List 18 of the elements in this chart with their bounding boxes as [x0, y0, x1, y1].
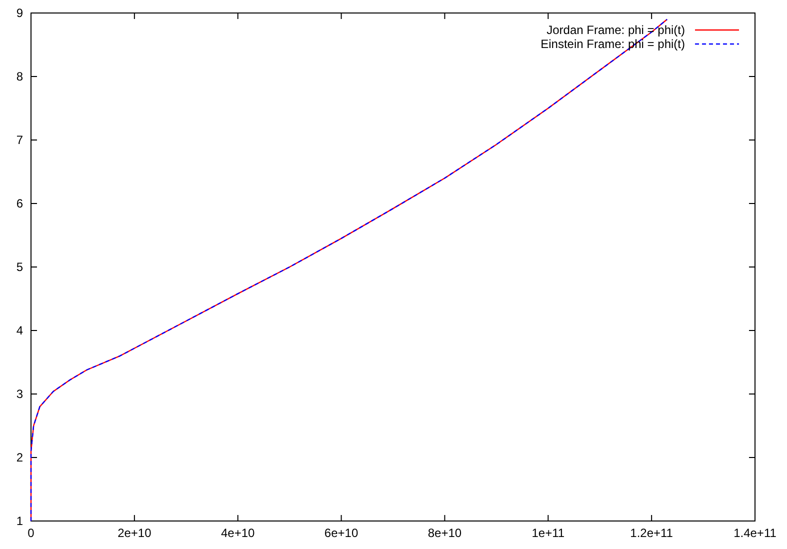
- y-tick-label: 9: [16, 6, 24, 20]
- y-tick-label: 8: [16, 70, 24, 84]
- x-tick-label: 0: [28, 526, 35, 540]
- x-tick-label: 4e+10: [221, 526, 256, 540]
- y-tick-label: 1: [16, 514, 24, 528]
- x-tick-label: 6e+10: [324, 526, 358, 540]
- y-tick-label: 2: [16, 450, 24, 464]
- legend-label: Jordan Frame: phi = phi(t): [546, 23, 685, 37]
- x-tick-label: 8e+10: [428, 526, 462, 540]
- y-tick-label: 5: [16, 260, 24, 274]
- y-tick-label: 6: [16, 196, 24, 210]
- x-tick-label: 1e+11: [532, 526, 565, 540]
- y-tick-label: 4: [16, 324, 24, 338]
- y-tick-label: 7: [16, 133, 24, 147]
- x-tick-label: 2e+10: [118, 526, 152, 540]
- x-tick-label: 1.4e+11: [734, 526, 777, 540]
- x-tick-label: 1.2e+11: [630, 526, 674, 540]
- y-tick-label: 3: [16, 387, 24, 401]
